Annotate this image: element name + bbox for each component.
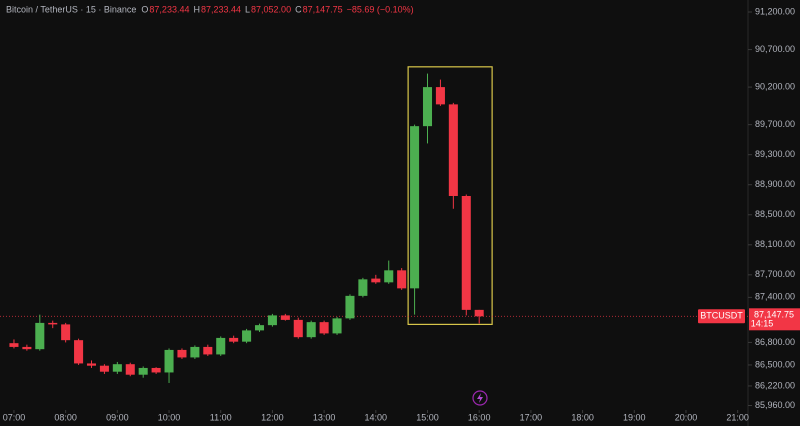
x-tick-label: 18:00 (571, 412, 594, 422)
lightning-icon (472, 390, 488, 406)
y-tick-label: 89,300.00 (755, 149, 795, 159)
candle-body (138, 367, 148, 375)
symbol-tag-bg (698, 309, 745, 324)
candle-body (190, 346, 200, 358)
last-price-label: 87,147.75 (754, 310, 794, 320)
candle-body (216, 337, 226, 355)
candle-body (293, 319, 303, 338)
y-tick-label: 90,700.00 (755, 44, 795, 54)
x-tick-label: 19:00 (623, 412, 646, 422)
y-tick-label: 88,100.00 (755, 239, 795, 249)
candle-body (358, 279, 368, 296)
candle-body (474, 309, 484, 317)
candle-body (319, 322, 329, 334)
legend-key: L (245, 4, 250, 14)
x-tick-label: 12:00 (261, 412, 284, 422)
x-tick-label: 17:00 (520, 412, 543, 422)
y-tick-label: 86,220.00 (755, 380, 795, 390)
candle-body (435, 87, 445, 105)
y-tick-label: 88,500.00 (755, 209, 795, 219)
y-tick-label: 90,200.00 (755, 81, 795, 91)
candle-body (254, 325, 265, 331)
candle-body (125, 364, 135, 375)
y-tick-label: 87,400.00 (755, 292, 795, 302)
candle-body (177, 349, 187, 358)
candle-body (267, 315, 277, 326)
legend-key: C (295, 4, 302, 14)
x-tick-label: 10:00 (158, 412, 181, 422)
x-tick-label: 21:00 (726, 412, 749, 422)
legend-value: 87,233.44 (201, 4, 241, 14)
y-tick-label: 88,900.00 (755, 179, 795, 189)
legend-value: 87,147.75 (303, 4, 343, 14)
candle-body (448, 104, 458, 196)
x-tick-label: 11:00 (210, 412, 232, 422)
y-tick-label: 87,700.00 (755, 269, 795, 279)
candle-body (112, 364, 122, 372)
y-tick-label: 86,500.00 (755, 359, 795, 369)
x-tick-label: 16:00 (468, 412, 491, 422)
symbol-tag: BTCUSDT (700, 311, 743, 321)
candle-body (242, 330, 252, 342)
candle-body (9, 343, 19, 347)
legend-change: −85.69 (−0.10%) (347, 4, 414, 14)
icon-bolt (477, 393, 483, 403)
candle-body (48, 322, 58, 325)
candle-body (35, 322, 45, 350)
last-price-tag-bg (749, 308, 800, 331)
x-tick-label: 13:00 (313, 412, 336, 422)
candle-body (384, 270, 394, 283)
x-tick-label: 15:00 (416, 412, 439, 422)
candle-body (86, 363, 97, 366)
legend-value: 87,233.44 (149, 4, 189, 14)
candle-body (151, 367, 161, 373)
candle-body (371, 278, 381, 283)
candle-body (345, 295, 355, 319)
countdown: 14:15 (751, 319, 774, 329)
candle-body (74, 340, 84, 364)
candle-body (306, 322, 316, 338)
x-tick-label: 08:00 (54, 412, 77, 422)
candle-body (99, 365, 109, 372)
x-tick-label: 20:00 (675, 412, 698, 422)
candle-body (461, 195, 471, 310)
candle-body (410, 126, 420, 289)
legend-value: 87,052.00 (251, 4, 291, 14)
y-tick-label: 91,200.00 (755, 6, 795, 16)
candle-body (422, 87, 433, 127)
y-tick-label: 89,700.00 (755, 119, 795, 129)
chart-title: Bitcoin / TetherUS · 15 · Binance (6, 4, 136, 14)
candle-body (22, 346, 32, 350)
candle-body (397, 270, 407, 289)
x-tick-label: 07:00 (3, 412, 26, 422)
x-tick-label: 14:00 (365, 412, 388, 422)
y-tick-label: 86,800.00 (755, 337, 795, 347)
legend-key: O (141, 4, 148, 14)
candle-body (229, 337, 239, 342)
x-tick-label: 09:00 (106, 412, 129, 422)
highlight-box (407, 66, 493, 325)
y-tick-label: 85,960.00 (755, 400, 795, 410)
candle-body (164, 349, 174, 373)
candle-body (280, 315, 290, 320)
candle-body (203, 346, 213, 355)
legend-key: H (193, 4, 200, 14)
candle-body (61, 324, 71, 341)
icon-ring (472, 390, 488, 406)
candle-body (332, 318, 342, 334)
